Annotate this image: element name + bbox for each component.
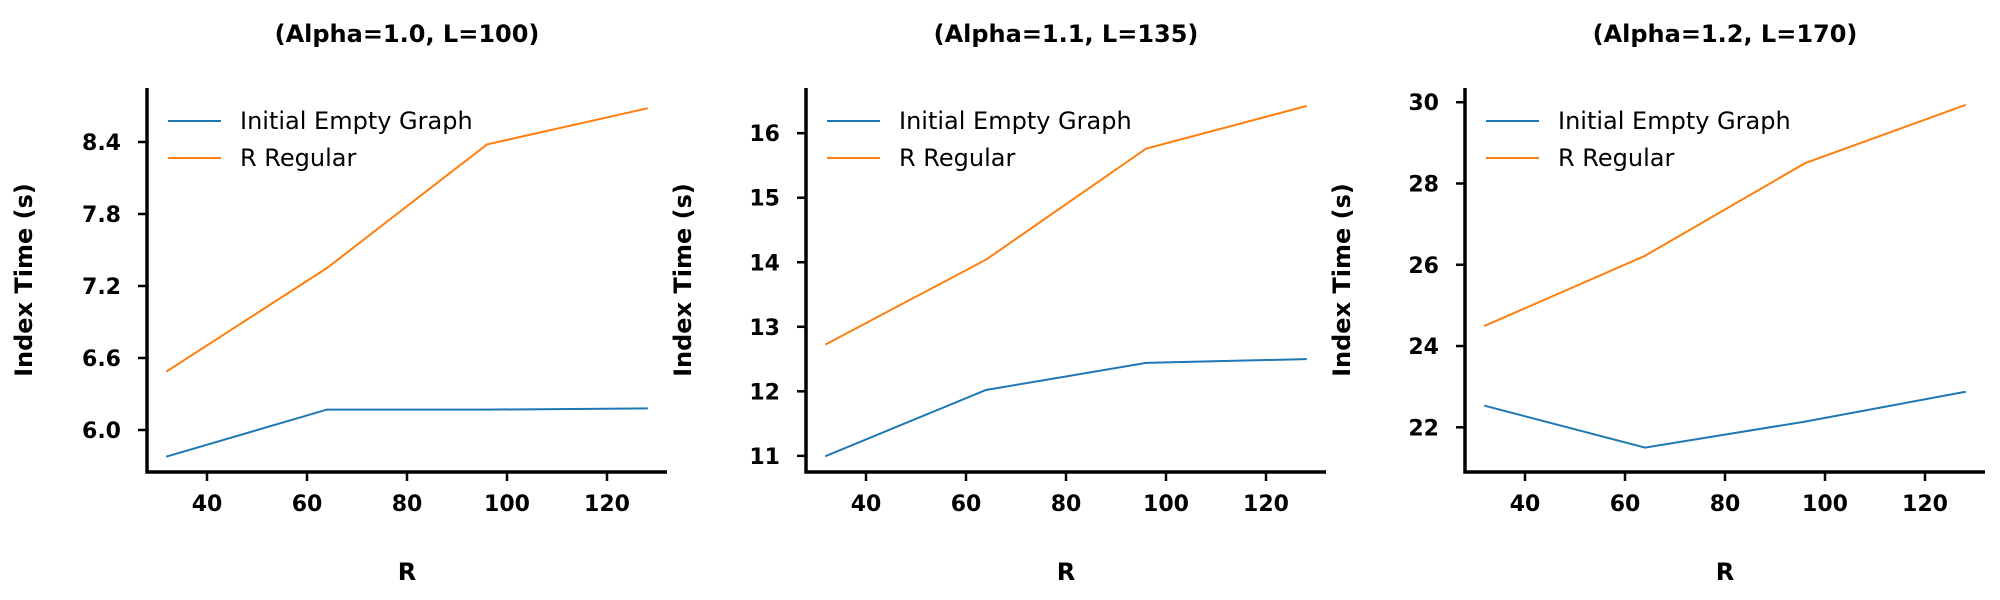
legend-label: Initial Empty Graph [1558, 107, 1791, 135]
x-axis-label: R [1716, 558, 1734, 586]
data-point [1305, 358, 1307, 361]
data-point [825, 343, 827, 346]
chart-panel-2: (Alpha=1.1, L=135) 40 60 80 100 120 11 12 13 14 15… [669, 20, 1326, 586]
x-tick-label: 100 [1802, 492, 1848, 517]
data-point [326, 267, 328, 269]
chart-panel-1: (Alpha=1.0, L=100) 40 60 80 100 120 6.0 6.6 7.2 7… [10, 20, 667, 586]
x-tick-label: 120 [584, 492, 630, 517]
data-point [166, 370, 168, 373]
data-point [486, 408, 488, 411]
y-tick-label: 11 [749, 445, 780, 470]
chart-panel-3: (Alpha=1.2, L=170) 40 60 80 100 120 22 24 26 28 30… [1328, 20, 1985, 586]
series-line-initial-empty-graph [825, 358, 1307, 457]
data-point [646, 107, 648, 110]
x-tick-label: 60 [292, 492, 323, 517]
data-point [1145, 361, 1147, 364]
data-point [1804, 420, 1806, 423]
x-axis-label: R [1057, 558, 1075, 586]
y-tick-label: 26 [1408, 254, 1439, 279]
x-tick-label: 40 [192, 492, 223, 517]
y-tick-label: 15 [749, 187, 780, 212]
series-line-initial-empty-graph [1484, 390, 1966, 449]
x-tick-label: 120 [1243, 492, 1289, 517]
axis-spine [145, 88, 667, 474]
x-tick-label: 100 [484, 492, 530, 517]
data-point [1804, 162, 1806, 165]
legend: Initial Empty Graph R Regular [1486, 107, 1791, 172]
y-tick-label: 12 [749, 380, 780, 405]
y-tick-label: 24 [1408, 335, 1439, 360]
data-point [646, 407, 648, 410]
y-axis-label: Index Time (s) [669, 183, 697, 377]
y-tick-label: 28 [1408, 172, 1439, 197]
data-point [985, 389, 987, 392]
y-tick-label: 7.8 [82, 203, 121, 228]
series-line-r-regular [825, 105, 1307, 346]
data-point [1644, 254, 1646, 257]
y-tick-label: 7.2 [82, 275, 121, 300]
chart-title: (Alpha=1.2, L=170) [1593, 20, 1858, 48]
x-tick-label: 80 [1051, 492, 1082, 517]
legend-label: R Regular [240, 144, 356, 172]
y-tick-label: 8.4 [82, 131, 121, 156]
data-point [486, 143, 488, 146]
x-tick-label: 40 [1510, 492, 1541, 517]
data-point [1484, 324, 1486, 327]
legend-label: R Regular [899, 144, 1015, 172]
legend-label: Initial Empty Graph [899, 107, 1132, 135]
x-tick-label: 120 [1902, 492, 1948, 517]
legend-label: Initial Empty Graph [240, 107, 473, 135]
y-axis-label: Index Time (s) [10, 183, 38, 377]
x-tick-label: 60 [1610, 492, 1641, 517]
data-point [326, 408, 328, 411]
y-axis-label: Index Time (s) [1328, 183, 1356, 377]
y-tick-label: 14 [749, 251, 780, 276]
x-tick-label: 80 [392, 492, 423, 517]
data-point [1305, 105, 1307, 108]
data-point [1145, 147, 1147, 150]
y-tick-label: 22 [1408, 416, 1439, 441]
data-point [825, 454, 827, 457]
y-tick-label: 6.0 [82, 419, 121, 444]
data-point [1964, 104, 1966, 107]
data-point [1484, 404, 1486, 407]
chart-title: (Alpha=1.1, L=135) [934, 20, 1199, 48]
series-line-r-regular [166, 107, 648, 373]
data-point [166, 455, 168, 458]
x-tick-label: 100 [1143, 492, 1189, 517]
x-tick-label: 40 [851, 492, 882, 517]
legend-label: R Regular [1558, 144, 1674, 172]
axis-spine [804, 88, 1326, 474]
legend: Initial Empty Graph R Regular [827, 107, 1132, 172]
legend: Initial Empty Graph R Regular [168, 107, 473, 172]
y-tick-label: 30 [1408, 91, 1439, 116]
x-tick-label: 60 [951, 492, 982, 517]
y-tick-label: 13 [749, 316, 780, 341]
y-tick-label: 6.6 [82, 347, 121, 372]
chart-title: (Alpha=1.0, L=100) [275, 20, 540, 48]
data-point [1964, 390, 1966, 393]
series-line-r-regular [1484, 104, 1966, 327]
axis-spine [1463, 88, 1985, 474]
x-axis-label: R [398, 558, 416, 586]
series-line-initial-empty-graph [166, 407, 648, 458]
data-point [985, 258, 987, 261]
y-tick-label: 16 [749, 122, 780, 147]
x-tick-label: 80 [1710, 492, 1741, 517]
data-point [1644, 446, 1646, 449]
